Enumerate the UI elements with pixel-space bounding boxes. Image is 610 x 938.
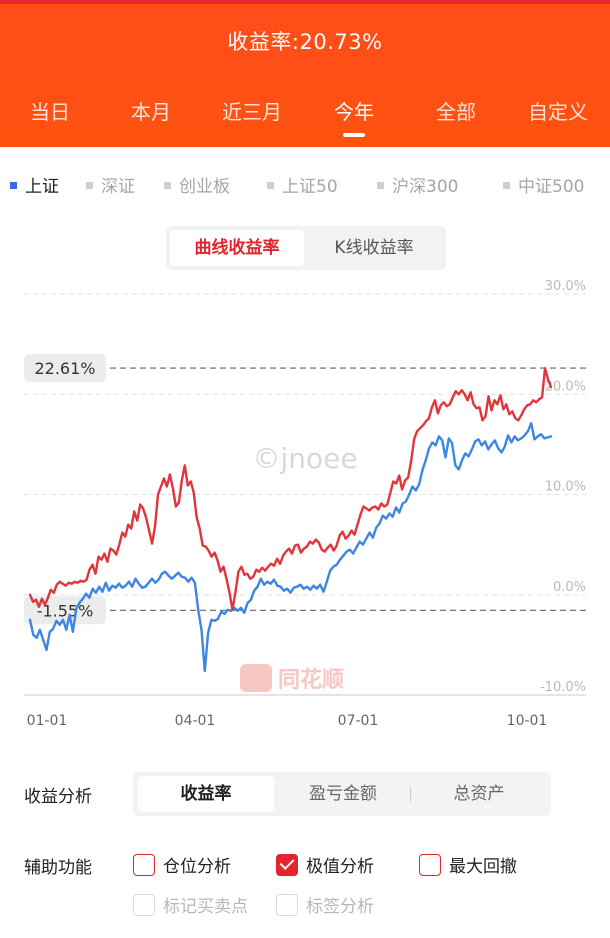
mark-trades-label: 标记买卖点: [163, 897, 248, 917]
max-value-label: 22.61%: [34, 359, 95, 378]
index-csi300[interactable]: 沪深300: [377, 172, 458, 197]
return-chart: 30.0% 20.0% 10.0% 0.0% -10.0% ©jnoee 同花顺 22.…: [24, 279, 586, 729]
index-legend: 上证 深证 创业板 上证50 沪深300 中证500: [0, 172, 610, 197]
tab-this-year-label: 今年: [334, 100, 374, 124]
index-csi300-label: 沪深300: [392, 177, 459, 197]
tag-analysis-checkbox[interactable]: 标签分析: [276, 892, 374, 918]
checkbox-icon: [133, 894, 155, 916]
position-analysis-checkbox[interactable]: 仓位分析: [133, 852, 231, 878]
analysis-total-assets-button[interactable]: 总资产: [453, 784, 505, 804]
min-value-label: -1.55%: [37, 601, 94, 620]
index-sse-label: 上证: [25, 177, 59, 197]
brand-logo-text: 同花顺: [278, 667, 344, 693]
legend-square-icon: [86, 181, 93, 189]
time-range-tabs: 当日 本月 近三月 今年 全部 自定义: [0, 96, 610, 137]
max-drawdown-label: 最大回撤: [449, 857, 517, 877]
index-return-line: [28, 422, 553, 673]
chart-series: [28, 367, 553, 673]
x-tick-label: 04-01: [175, 713, 216, 729]
header: 收益率:20.73% 当日 本月 近三月 今年 全部 自定义: [0, 0, 610, 147]
checkbox-icon: [419, 854, 441, 876]
chart-grid: [24, 293, 586, 696]
watermark: ©jnoee: [252, 442, 357, 475]
index-csi500-label: 中证500: [518, 177, 585, 197]
index-csi500[interactable]: 中证500: [503, 172, 584, 197]
tab-last-three-months[interactable]: 近三月: [222, 100, 282, 124]
tab-today[interactable]: 当日: [30, 100, 70, 124]
mark-trades-checkbox[interactable]: 标记买卖点: [133, 892, 248, 918]
checkbox-icon: [133, 854, 155, 876]
max-label-bubble: [24, 354, 106, 383]
curve-return-button[interactable]: 曲线收益率: [170, 230, 304, 266]
position-analysis-label: 仓位分析: [163, 857, 231, 877]
portfolio-return-line: [28, 367, 553, 611]
x-tick-label: 01-01: [27, 713, 68, 729]
analysis-divider: [410, 786, 411, 802]
index-chinext[interactable]: 创业板: [164, 172, 230, 197]
index-sse50[interactable]: 上证50: [267, 172, 338, 197]
analysis-label: 收益分析: [24, 787, 92, 807]
active-tab-indicator: [343, 133, 365, 137]
y-tick-label: 0.0%: [553, 580, 586, 595]
assist-label: 辅助功能: [24, 858, 92, 878]
return-rate-title: 收益率:20.73%: [227, 30, 383, 54]
tab-all[interactable]: 全部: [436, 100, 476, 124]
legend-square-icon: [503, 181, 510, 189]
index-sse[interactable]: 上证: [10, 172, 59, 197]
checkmark-icon: [276, 854, 298, 876]
analysis-switch: 收益率 盈亏金额 总资产: [133, 772, 551, 816]
extreme-analysis-label: 极值分析: [306, 857, 374, 877]
brand-logo: 同花顺: [240, 664, 344, 693]
index-sse50-label: 上证50: [282, 177, 338, 197]
x-tick-label: 10-01: [507, 713, 548, 729]
chart-type-switch: 曲线收益率 K线收益率: [166, 226, 446, 270]
y-tick-label: -10.0%: [540, 680, 586, 695]
y-axis-labels: 30.0% 20.0% 10.0% 0.0% -10.0%: [540, 279, 586, 695]
y-tick-label: 30.0%: [545, 279, 586, 294]
analysis-return-rate-button[interactable]: 收益率: [138, 776, 274, 812]
index-szse-label: 深证: [101, 177, 135, 197]
x-tick-label: 07-01: [338, 713, 379, 729]
index-chinext-label: 创业板: [179, 177, 230, 197]
index-szse[interactable]: 深证: [86, 172, 135, 197]
extreme-analysis-checkbox[interactable]: 极值分析: [276, 852, 374, 878]
checkbox-icon: [276, 894, 298, 916]
analysis-profit-loss-button[interactable]: 盈亏金额: [309, 784, 377, 804]
tab-custom[interactable]: 自定义: [528, 100, 588, 124]
kline-return-button[interactable]: K线收益率: [334, 238, 414, 258]
legend-square-icon: [164, 181, 171, 189]
y-tick-label: 10.0%: [545, 480, 586, 495]
x-axis-labels: 01-01 04-01 07-01 10-01: [27, 713, 548, 729]
tab-this-year[interactable]: 今年: [304, 96, 404, 137]
header-top-line: [0, 0, 610, 4]
legend-square-icon: [267, 181, 274, 189]
max-drawdown-checkbox[interactable]: 最大回撤: [419, 852, 517, 878]
legend-square-icon: [377, 181, 384, 189]
brand-logo-icon: [240, 664, 272, 692]
legend-square-icon: [10, 181, 17, 189]
tab-this-month[interactable]: 本月: [131, 100, 171, 124]
y-tick-label: 20.0%: [545, 379, 586, 394]
tag-analysis-label: 标签分析: [306, 897, 374, 917]
